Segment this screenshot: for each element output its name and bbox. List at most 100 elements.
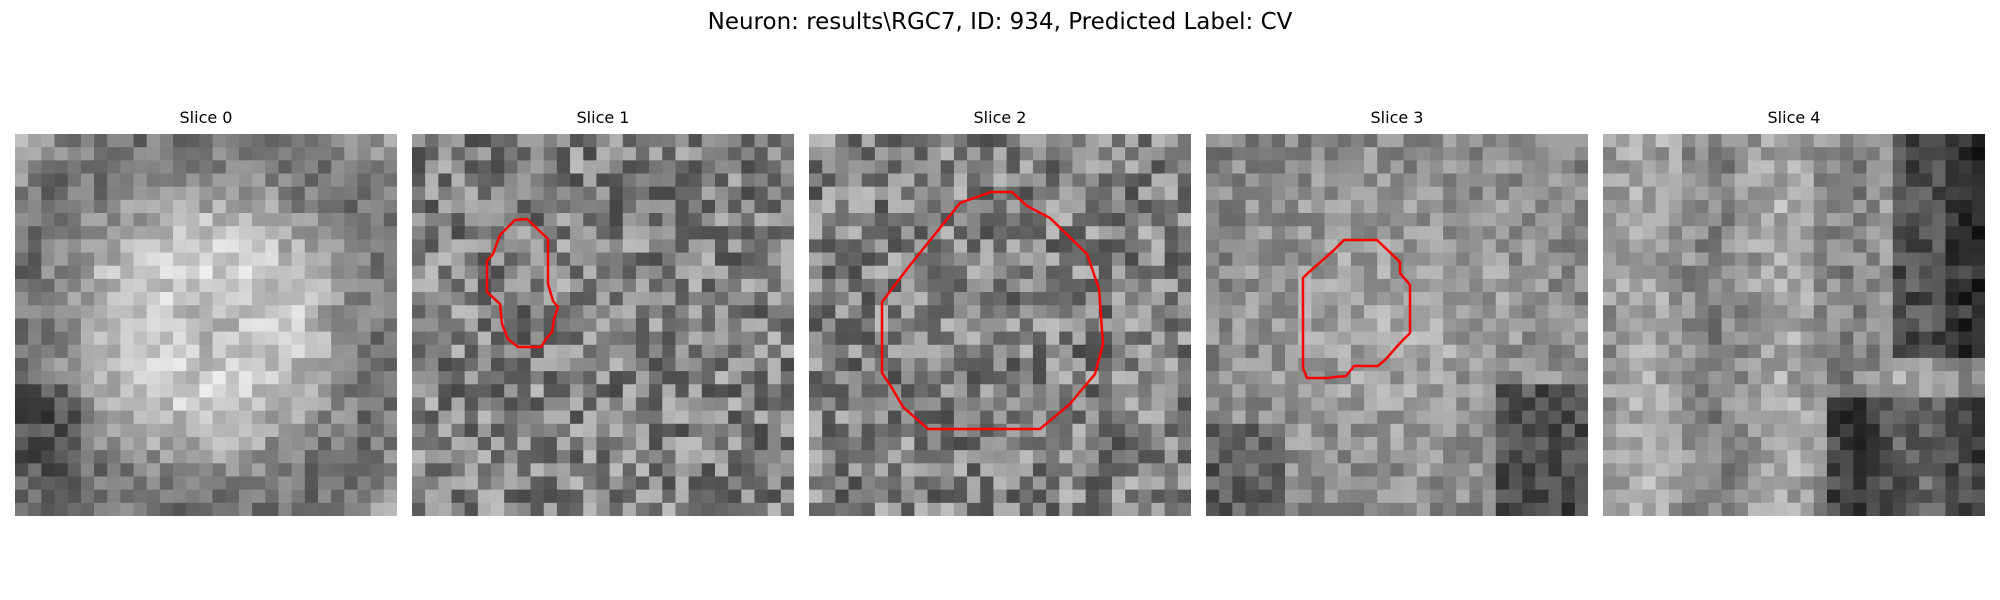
- pixel: [1125, 239, 1139, 253]
- pixel: [107, 160, 121, 174]
- pixel: [1695, 331, 1709, 346]
- pixel: [530, 450, 545, 464]
- pixel: [1574, 278, 1588, 293]
- pixel: [173, 423, 187, 438]
- pixel: [1443, 134, 1457, 148]
- pixel: [1971, 450, 1985, 464]
- pixel: [1642, 436, 1657, 451]
- pixel: [278, 278, 293, 293]
- pixel: [41, 489, 55, 504]
- pixel: [1219, 305, 1233, 319]
- pixel: [901, 423, 915, 438]
- pixel: [1879, 450, 1894, 464]
- pixel: [304, 173, 319, 188]
- pixel: [1535, 173, 1549, 188]
- pixel: [1245, 344, 1260, 359]
- pixel: [146, 305, 161, 319]
- pixel: [94, 173, 108, 188]
- pixel: [1616, 423, 1630, 438]
- pixel: [1085, 450, 1100, 464]
- pixel: [1258, 384, 1273, 398]
- pixel: [767, 213, 782, 227]
- pixel: [1642, 239, 1657, 253]
- pixel: [383, 410, 397, 425]
- pixel: [451, 252, 466, 267]
- pixel: [1482, 318, 1497, 332]
- pixel: [238, 292, 253, 306]
- pixel: [491, 384, 505, 398]
- pixel: [1059, 331, 1073, 346]
- pixel: [331, 147, 345, 161]
- pixel: [1271, 384, 1286, 398]
- pixel: [780, 410, 794, 425]
- pixel: [1098, 489, 1113, 504]
- pixel: [967, 213, 981, 227]
- pixel: [701, 476, 716, 491]
- pixel: [1721, 305, 1736, 319]
- pixel: [780, 463, 794, 477]
- pixel: [967, 371, 981, 385]
- pixel: [1046, 502, 1060, 516]
- pixel: [1853, 502, 1867, 516]
- pixel: [1072, 147, 1087, 161]
- pixel: [914, 186, 928, 201]
- pixel: [199, 305, 213, 319]
- pixel: [530, 160, 545, 174]
- pixel: [517, 134, 531, 148]
- pixel: [383, 173, 397, 188]
- pixel: [1111, 252, 1126, 267]
- pixel: [701, 463, 716, 477]
- pixel: [199, 186, 213, 201]
- pixel: [1629, 173, 1643, 188]
- pixel: [304, 463, 319, 477]
- pixel: [1495, 410, 1510, 425]
- pixel: [425, 147, 439, 161]
- pixel: [1747, 489, 1762, 504]
- pixel: [1006, 423, 1021, 438]
- pixel: [199, 134, 213, 148]
- pixel: [159, 450, 174, 464]
- pixel: [146, 160, 161, 174]
- pixel: [741, 265, 755, 280]
- pixel: [133, 265, 148, 280]
- pixel: [1298, 344, 1312, 359]
- pixel: [1522, 147, 1536, 161]
- pixel: [504, 476, 518, 491]
- pixel: [252, 397, 266, 412]
- pixel: [1311, 265, 1325, 280]
- pixel: [1324, 226, 1339, 240]
- pixel: [1469, 489, 1484, 504]
- pixel: [1482, 278, 1497, 293]
- pixel: [1046, 371, 1060, 385]
- pixel: [980, 160, 994, 174]
- pixel: [754, 265, 769, 280]
- pixel: [1958, 265, 1973, 280]
- pixel: [504, 436, 518, 451]
- pixel: [741, 423, 755, 438]
- pixel: [583, 410, 597, 425]
- pixel: [993, 371, 1007, 385]
- pixel: [1258, 502, 1273, 516]
- pixel: [1337, 292, 1352, 306]
- pixel: [173, 147, 187, 161]
- pixel: [1971, 213, 1985, 227]
- pixel: [1826, 476, 1841, 491]
- pixel: [265, 371, 279, 385]
- pixel: [1535, 450, 1549, 464]
- pixel: [252, 199, 266, 214]
- pixel: [357, 226, 372, 240]
- pixel: [1403, 423, 1418, 438]
- pixel: [914, 502, 928, 516]
- pixel: [874, 160, 889, 174]
- pixel: [15, 344, 29, 359]
- pixel: [1285, 344, 1299, 359]
- pixel: [1059, 489, 1073, 504]
- pixel: [1072, 186, 1087, 201]
- pixel: [1642, 278, 1657, 293]
- pixel: [1019, 226, 1034, 240]
- pixel: [993, 252, 1007, 267]
- pixel: [1682, 410, 1696, 425]
- pixel: [662, 476, 676, 491]
- pixel: [701, 292, 716, 306]
- pixel: [517, 476, 531, 491]
